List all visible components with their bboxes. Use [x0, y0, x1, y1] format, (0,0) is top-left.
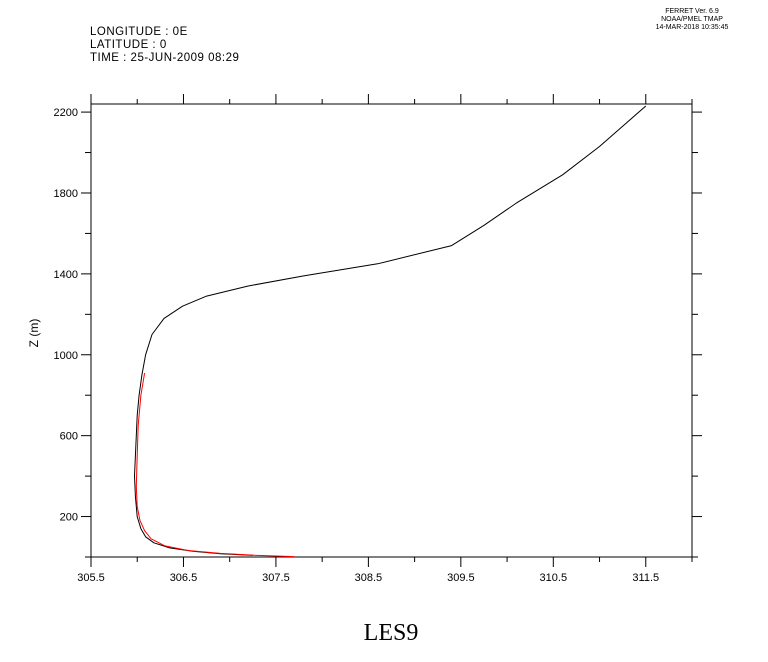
ferret-stamp: FERRET Ver. 6.9 NOAA/PMEL TMAP 14-MAR-20… — [656, 8, 729, 31]
x-tick-label: 311.5 — [632, 572, 659, 584]
plot-frame — [90, 103, 693, 558]
x-tick-label: 309.5 — [447, 572, 475, 584]
stamp-line-3: 14-MAR-2018 10:35:45 — [656, 24, 729, 31]
series-line-2 — [135, 372, 295, 558]
y-axis-title: Z (m) — [27, 319, 41, 348]
latitude-label: LATITUDE : 0 — [90, 39, 167, 51]
stamp-line-1: FERRET Ver. 6.9 — [665, 8, 719, 15]
header-block: LONGITUDE : 0E LATITUDE : 0 TIME : 25-JU… — [90, 26, 239, 64]
y-tick-label: 200 — [60, 512, 78, 524]
y-tick-label: 2200 — [54, 107, 78, 119]
x-tick-label: 308.5 — [355, 572, 383, 584]
series-layer — [134, 105, 647, 558]
stamp-line-2: NOAA/PMEL TMAP — [661, 16, 723, 23]
time-label: TIME : 25-JUN-2009 08:29 — [90, 52, 239, 64]
axis-ticks — [81, 94, 702, 567]
axis-tick-labels: 305.5 306.5 307.5 308.5 309.5 310.5 311.5 200 60… — [54, 107, 660, 584]
x-tick-label: 306.5 — [170, 572, 198, 584]
y-tick-label: 1800 — [54, 188, 78, 200]
y-tick-label: 1400 — [54, 269, 78, 281]
figure-caption: LES9 — [364, 620, 419, 646]
y-tick-label: 1000 — [54, 350, 78, 362]
x-tick-label: 307.5 — [262, 572, 290, 584]
x-tick-label: 310.5 — [540, 572, 568, 584]
y-tick-label: 600 — [60, 431, 78, 443]
longitude-label: LONGITUDE : 0E — [90, 26, 188, 38]
x-tick-label: 305.5 — [77, 572, 105, 584]
series-line-1 — [134, 105, 647, 556]
